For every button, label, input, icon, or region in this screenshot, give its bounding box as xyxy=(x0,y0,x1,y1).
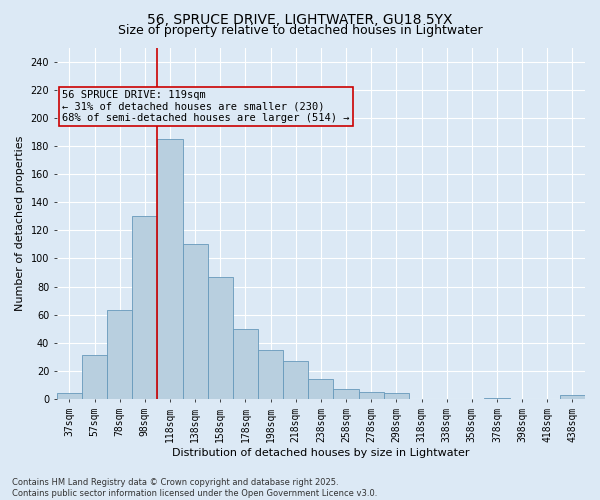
Bar xyxy=(334,389,359,399)
Text: 56, SPRUCE DRIVE, LIGHTWATER, GU18 5YX: 56, SPRUCE DRIVE, LIGHTWATER, GU18 5YX xyxy=(147,12,453,26)
Bar xyxy=(258,350,283,399)
X-axis label: Distribution of detached houses by size in Lightwater: Distribution of detached houses by size … xyxy=(172,448,470,458)
Text: Contains HM Land Registry data © Crown copyright and database right 2025.
Contai: Contains HM Land Registry data © Crown c… xyxy=(12,478,377,498)
Bar xyxy=(57,394,82,399)
Bar xyxy=(233,328,258,399)
Text: 56 SPRUCE DRIVE: 119sqm
← 31% of detached houses are smaller (230)
68% of semi-d: 56 SPRUCE DRIVE: 119sqm ← 31% of detache… xyxy=(62,90,350,123)
Bar xyxy=(157,139,182,399)
Bar xyxy=(560,395,585,399)
Text: Size of property relative to detached houses in Lightwater: Size of property relative to detached ho… xyxy=(118,24,482,37)
Bar xyxy=(484,398,509,399)
Bar xyxy=(208,276,233,399)
Bar xyxy=(107,310,132,399)
Bar xyxy=(283,361,308,399)
Bar xyxy=(384,394,409,399)
Bar xyxy=(359,392,384,399)
Y-axis label: Number of detached properties: Number of detached properties xyxy=(15,136,25,311)
Bar xyxy=(82,356,107,399)
Bar xyxy=(132,216,157,399)
Bar xyxy=(182,244,208,399)
Bar xyxy=(308,380,334,399)
